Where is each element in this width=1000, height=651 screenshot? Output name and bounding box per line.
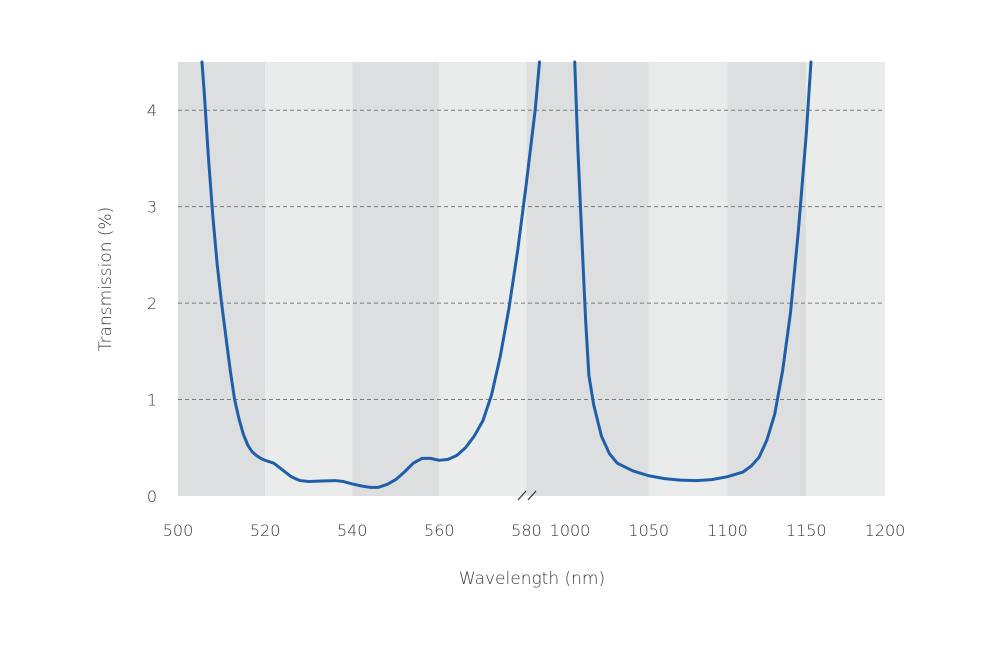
- y-tick-label: 3: [147, 198, 157, 217]
- background-bands: [178, 62, 885, 496]
- background-band: [265, 62, 353, 496]
- background-band: [352, 62, 440, 496]
- y-tick-label: 4: [147, 101, 157, 120]
- x-axis-title: Wavelength (nm): [459, 569, 605, 589]
- background-band: [648, 62, 728, 496]
- break-stroke: [517, 490, 527, 501]
- x-tick-label: 540: [337, 521, 368, 540]
- break-stroke: [527, 490, 537, 501]
- x-tick-labels: 500 520 540 560 580 1000 1050 1100 1150 1200: [163, 521, 906, 540]
- x-tick-label: 1050: [628, 521, 669, 540]
- background-band: [806, 62, 885, 496]
- x-tick-label: 560: [424, 521, 455, 540]
- x-tick-label: 580: [511, 521, 542, 540]
- x-tick-label: 520: [250, 521, 281, 540]
- x-tick-label: 1150: [786, 521, 827, 540]
- x-tick-label: 1200: [865, 521, 906, 540]
- x-tick-label: 1100: [707, 521, 748, 540]
- y-tick-label: 1: [147, 391, 157, 410]
- gridlines: [178, 109, 885, 401]
- y-tick-label: 0: [147, 487, 157, 506]
- x-tick-label: 500: [163, 521, 194, 540]
- series-line: [200, 60, 542, 489]
- x-tick-label: 1000: [550, 521, 591, 540]
- series-lines: [200, 60, 813, 489]
- axis-break-mark: [517, 490, 537, 501]
- background-band: [570, 62, 649, 496]
- y-tick-labels: 0 1 2 3 4: [147, 101, 157, 506]
- background-band: [178, 62, 266, 496]
- series-line: [573, 60, 813, 483]
- y-tick-label: 2: [147, 294, 157, 313]
- y-axis-title: Transmission (%): [96, 207, 116, 352]
